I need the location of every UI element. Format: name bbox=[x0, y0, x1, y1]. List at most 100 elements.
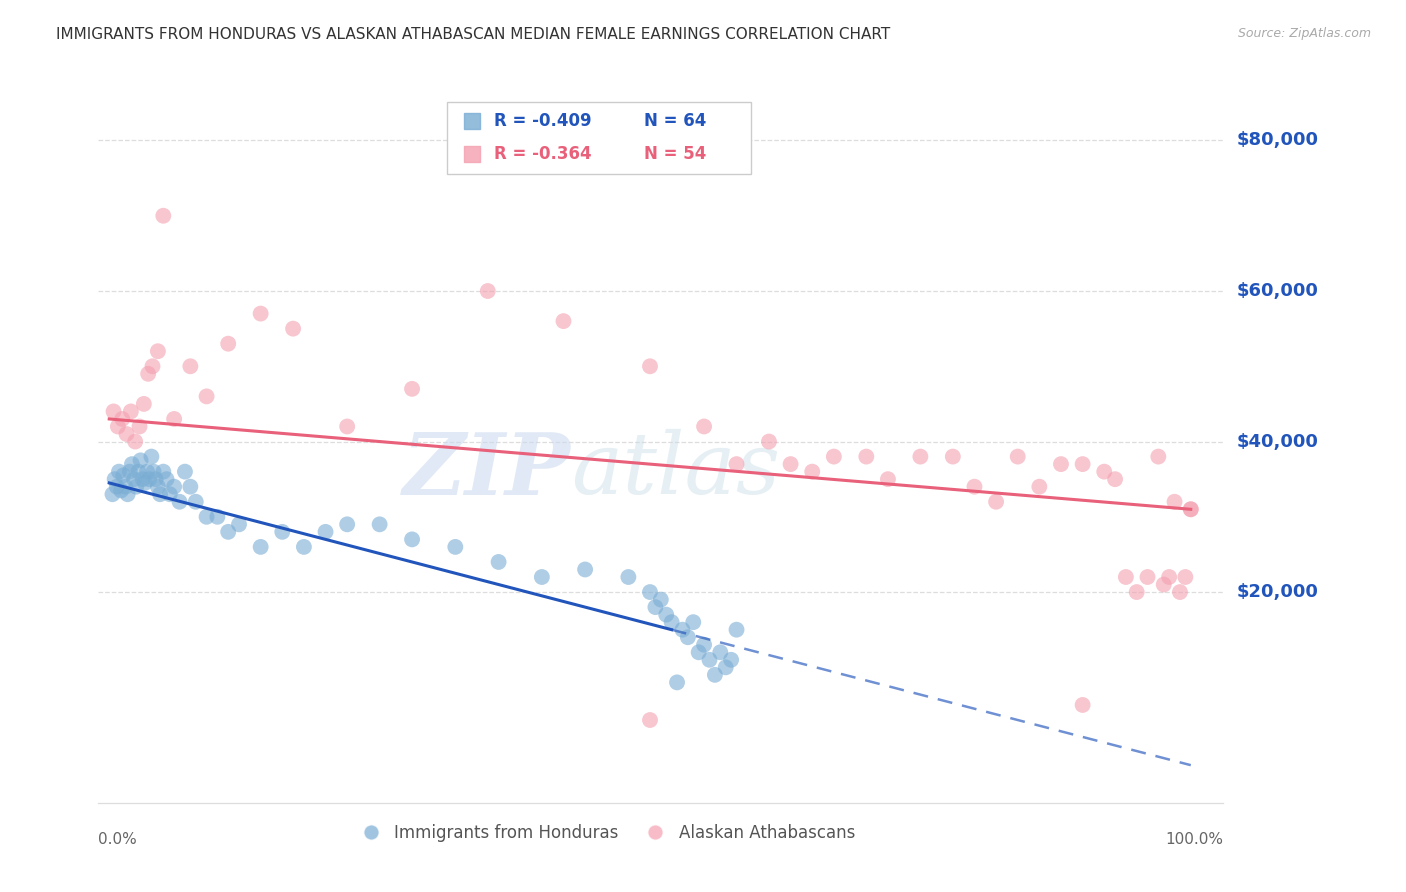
Point bbox=[661, 615, 683, 630]
FancyBboxPatch shape bbox=[447, 102, 751, 174]
Point bbox=[129, 453, 152, 467]
Point bbox=[910, 450, 932, 464]
Point bbox=[163, 480, 186, 494]
Point bbox=[638, 359, 661, 374]
Point bbox=[111, 412, 134, 426]
Point bbox=[1180, 502, 1202, 516]
Text: 0.0%: 0.0% bbox=[98, 831, 138, 847]
Text: atlas: atlas bbox=[571, 429, 780, 512]
Point bbox=[877, 472, 900, 486]
Text: $80,000: $80,000 bbox=[1237, 131, 1319, 150]
Point bbox=[676, 630, 699, 644]
Text: $20,000: $20,000 bbox=[1237, 583, 1319, 601]
Point bbox=[108, 465, 131, 479]
Point bbox=[530, 570, 553, 584]
Text: $40,000: $40,000 bbox=[1237, 433, 1319, 450]
Point bbox=[169, 494, 191, 508]
Point bbox=[1136, 570, 1159, 584]
Point bbox=[179, 480, 201, 494]
Point bbox=[699, 653, 721, 667]
Point bbox=[163, 412, 186, 426]
Legend: Immigrants from Honduras, Alaskan Athabascans: Immigrants from Honduras, Alaskan Athaba… bbox=[347, 817, 862, 848]
Point bbox=[114, 480, 136, 494]
Point bbox=[134, 475, 156, 490]
Point bbox=[249, 307, 271, 321]
Point bbox=[179, 359, 201, 374]
Point bbox=[682, 615, 704, 630]
Point bbox=[1104, 472, 1126, 486]
Point bbox=[281, 321, 304, 335]
Point bbox=[638, 585, 661, 599]
Point bbox=[368, 517, 391, 532]
Point bbox=[693, 638, 716, 652]
Point bbox=[207, 509, 229, 524]
Point bbox=[963, 480, 986, 494]
Point bbox=[688, 645, 710, 659]
Text: R = -0.364: R = -0.364 bbox=[495, 145, 592, 163]
Point bbox=[292, 540, 315, 554]
Point bbox=[104, 472, 127, 486]
Point bbox=[1071, 698, 1094, 712]
Point bbox=[1115, 570, 1137, 584]
Point bbox=[149, 487, 172, 501]
Point bbox=[103, 404, 125, 418]
Point bbox=[703, 668, 725, 682]
Point bbox=[444, 540, 467, 554]
Point bbox=[693, 419, 716, 434]
Point bbox=[155, 472, 177, 486]
Point bbox=[174, 465, 197, 479]
Text: IMMIGRANTS FROM HONDURAS VS ALASKAN ATHABASCAN MEDIAN FEMALE EARNINGS CORRELATIO: IMMIGRANTS FROM HONDURAS VS ALASKAN ATHA… bbox=[56, 27, 890, 42]
Point bbox=[217, 336, 239, 351]
Text: ZIP: ZIP bbox=[404, 429, 571, 512]
Point bbox=[132, 472, 155, 486]
Point bbox=[146, 480, 169, 494]
Point bbox=[1050, 457, 1073, 471]
Point bbox=[1007, 450, 1029, 464]
Point bbox=[141, 450, 163, 464]
Point bbox=[1125, 585, 1147, 599]
Point bbox=[138, 472, 160, 486]
Point bbox=[553, 314, 575, 328]
Point bbox=[101, 735, 124, 749]
Point bbox=[1163, 494, 1185, 508]
Point bbox=[1147, 450, 1170, 464]
Point bbox=[120, 404, 142, 418]
Point bbox=[195, 389, 218, 403]
Point bbox=[142, 465, 165, 479]
Text: 100.0%: 100.0% bbox=[1166, 831, 1223, 847]
Point bbox=[107, 419, 129, 434]
Point bbox=[136, 367, 159, 381]
Point bbox=[195, 509, 218, 524]
Point bbox=[1153, 577, 1175, 591]
Point bbox=[655, 607, 678, 622]
Text: N = 54: N = 54 bbox=[644, 145, 706, 163]
Point bbox=[855, 450, 877, 464]
Point bbox=[146, 344, 169, 359]
Point bbox=[105, 480, 128, 494]
Point bbox=[136, 465, 159, 479]
Point bbox=[127, 465, 149, 479]
Point bbox=[128, 419, 150, 434]
Point bbox=[1159, 570, 1181, 584]
Point bbox=[779, 457, 801, 471]
Point bbox=[101, 735, 124, 749]
Point bbox=[121, 457, 143, 471]
Point bbox=[1028, 480, 1050, 494]
Point bbox=[574, 562, 596, 576]
Point bbox=[152, 209, 174, 223]
Point bbox=[942, 450, 965, 464]
Point bbox=[758, 434, 780, 449]
Point bbox=[249, 540, 271, 554]
Point bbox=[720, 653, 742, 667]
Point bbox=[184, 494, 207, 508]
Point bbox=[228, 517, 250, 532]
Point bbox=[1071, 457, 1094, 471]
Point bbox=[271, 524, 294, 539]
Point bbox=[725, 623, 748, 637]
Point bbox=[141, 359, 163, 374]
Point bbox=[336, 517, 359, 532]
Point bbox=[638, 713, 661, 727]
Point bbox=[1180, 502, 1202, 516]
Point bbox=[650, 592, 672, 607]
Point bbox=[401, 533, 423, 547]
